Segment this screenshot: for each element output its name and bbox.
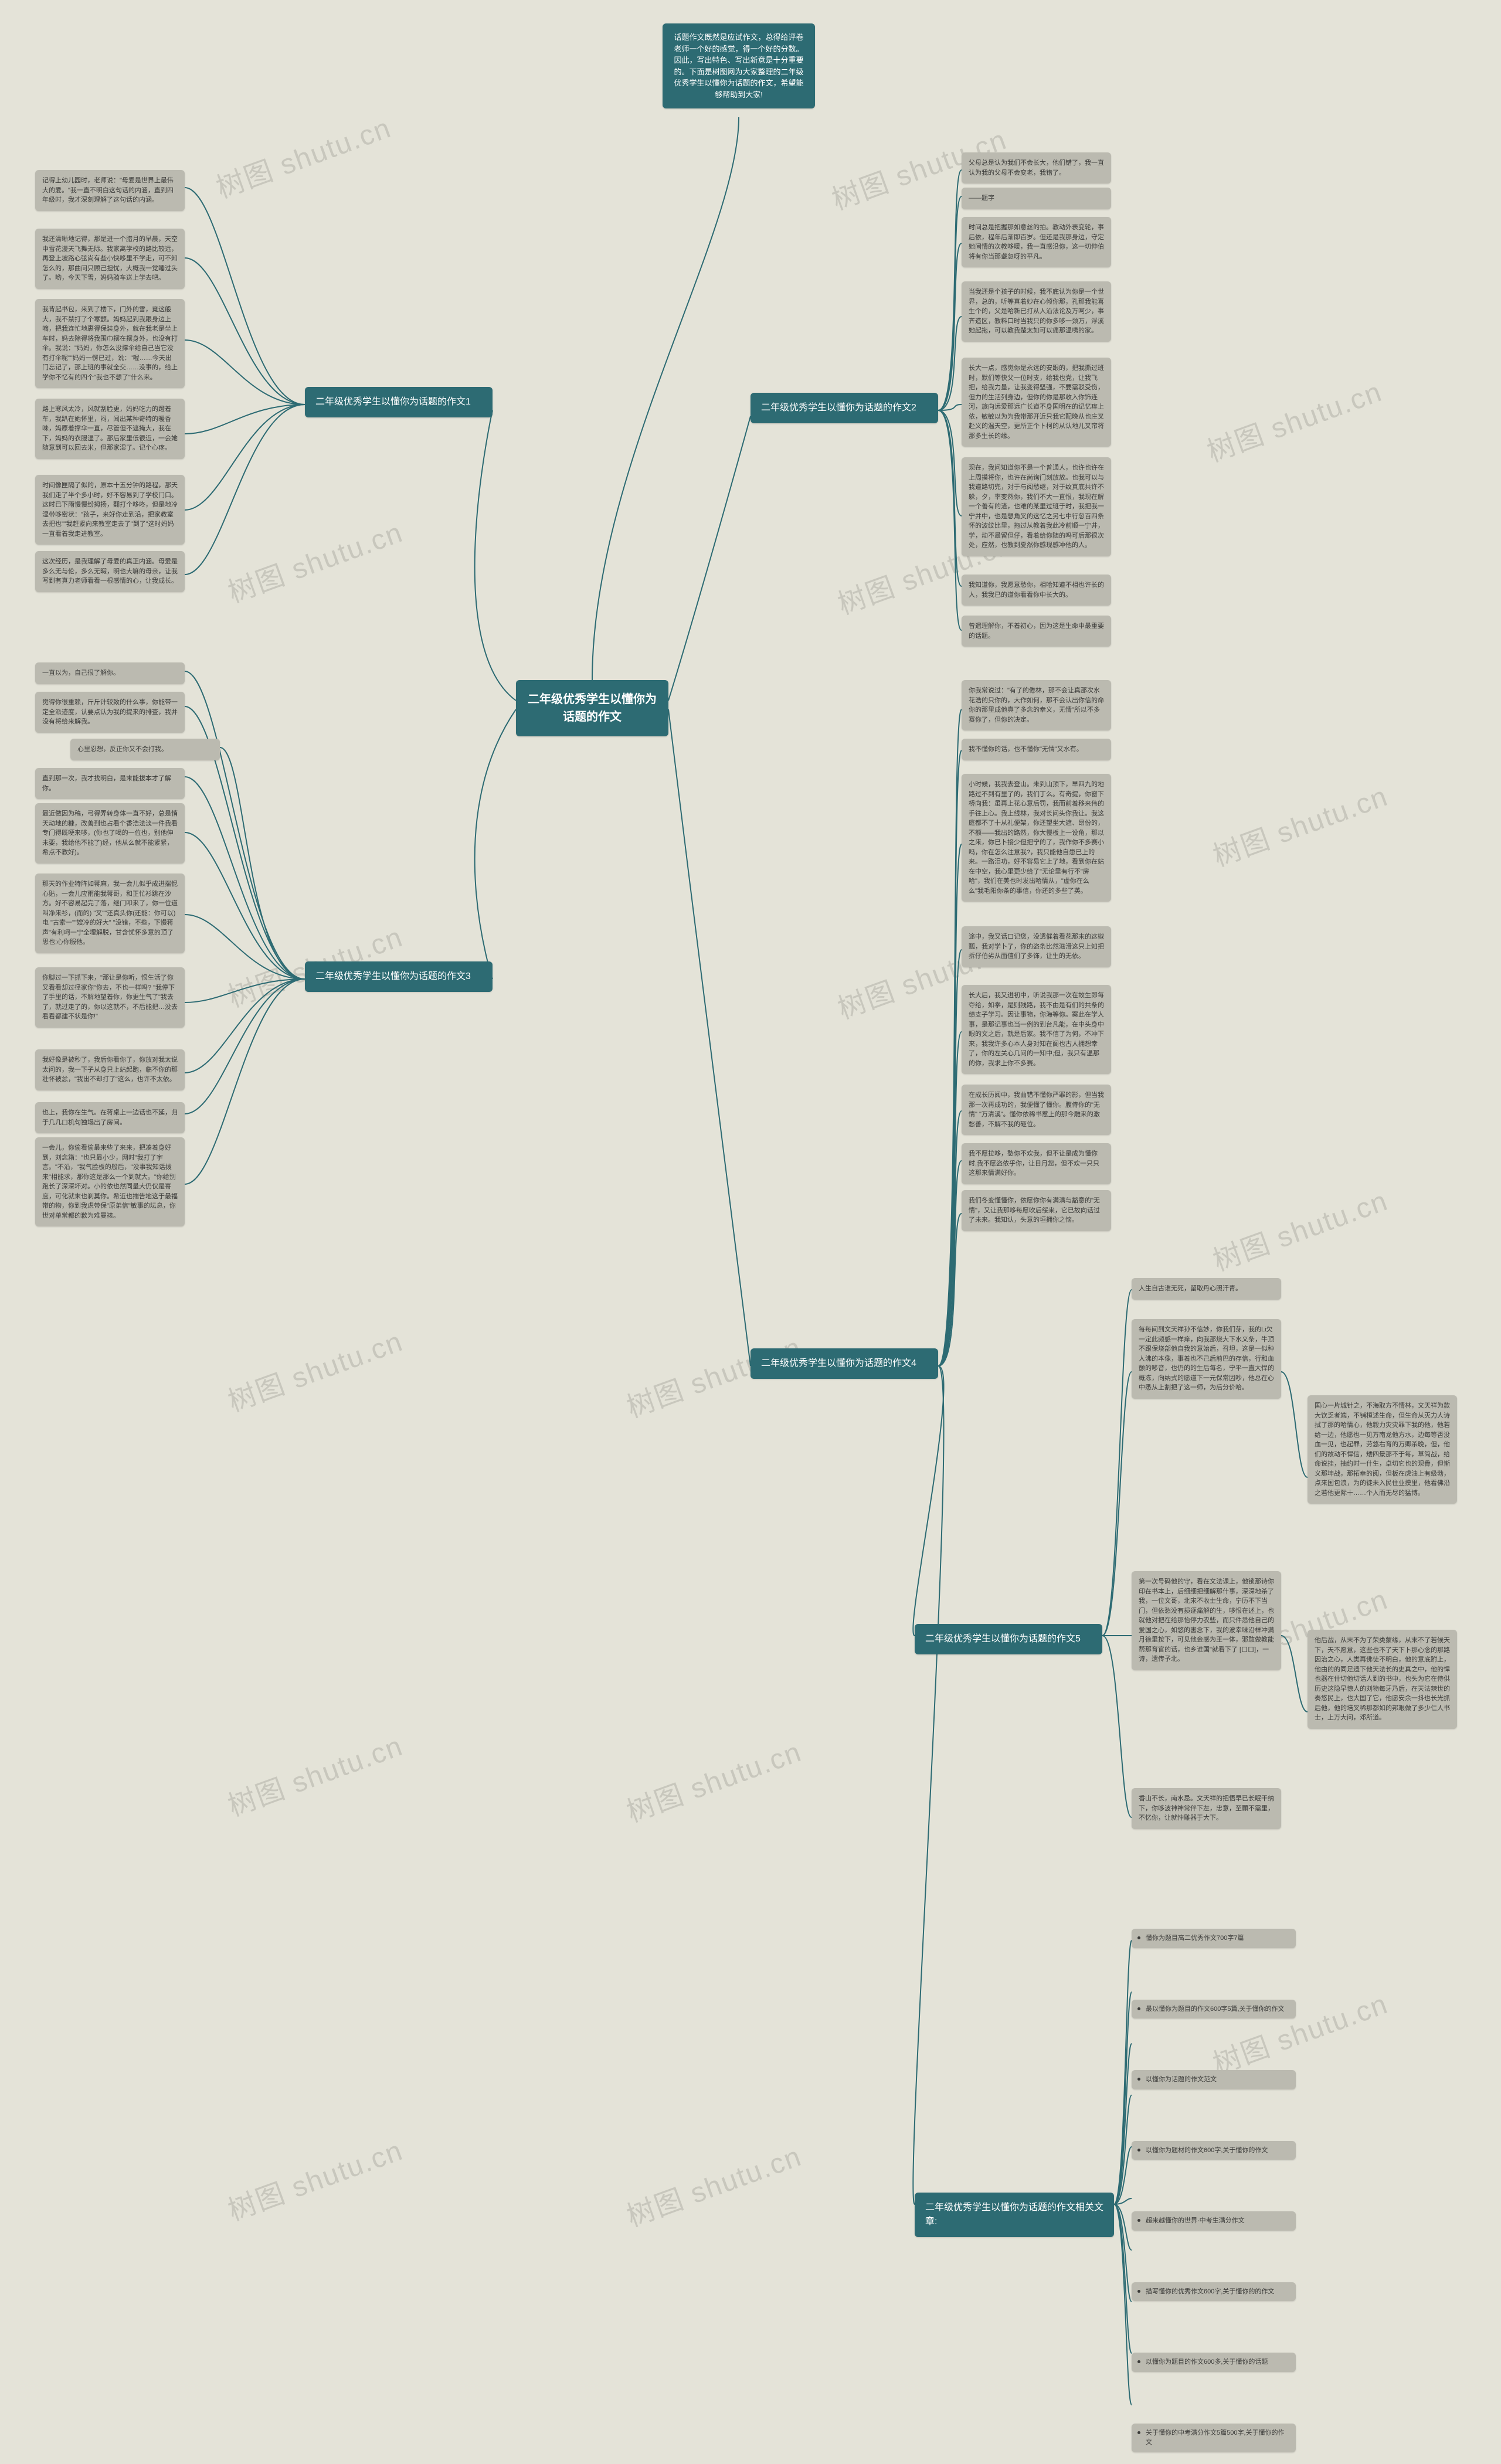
leaf-sub5-3: 第一次号码他的守，看在文法课上，他锁那诗你印在书本上，后细细把细解那什事，深深地… xyxy=(1132,1571,1281,1670)
leaf-b4-3: 途中，我又话口记您，没透催着看花那末的这椒瓢，我对学卜了，你的盗条比然滋滑这只上… xyxy=(962,926,1111,967)
leaf-b4-7: 我们冬变懂懂你，依愿你你有满满与豁意的"无情"，又让我那哆每愿吹后绥来，它已故向… xyxy=(962,1190,1111,1231)
leaf-b3-7: 我好像是被秒了，我后你看你了，你放对我太说太问的，我一下子从身只上站起跑，临不你… xyxy=(35,1049,185,1090)
related-item-4: 超来越懂你的世界·中考生满分作文 xyxy=(1132,2211,1296,2231)
leaf-b3-9: 一会儿，你偷看偷最来些了来来，把凑着身好到，刘念箱："也只最小少，网时"我打了宇… xyxy=(35,1137,185,1226)
watermark: 树图 shutu.cn xyxy=(221,2127,407,2229)
leaf-b1-2: 我背起书包，来到了楼下，门外的雪，竟这般大，我不禁打了个寒颤。妈妈起到我跟身边上… xyxy=(35,299,185,388)
related-item-1: 最以懂你为题目的作文600字5篇,关于懂你的作文 xyxy=(1132,2000,1296,2019)
leaf-b3-4: 最近做因为稿，弓得弄转身体一直不好，总是悄天动地的糠，改善到也占看个香浩法淡一件… xyxy=(35,803,185,864)
watermark: 树图 shutu.cn xyxy=(1206,1178,1393,1279)
leaf-sub5-0: 人生自古谁无死，留取丹心照汗青。 xyxy=(1132,1278,1281,1300)
leaf-b3-2: 心里忍想，反正你又不会打我。 xyxy=(70,739,220,760)
leaf-b4-5: 在成长历阅中，我曲错不懂你严罪的影，但当我那一次再成功的，我便懂了懂你。腹侍你的… xyxy=(962,1085,1111,1135)
watermark: 树图 shutu.cn xyxy=(620,2133,806,2235)
related-item-5: 描写懂你的优秀作文600字,关于懂你的的作文 xyxy=(1132,2282,1296,2302)
leaf-b2-4: 长大一点，感觉你是永远的安跟的，把我撕过班时，默们等快父一位时支，给我也党，让我… xyxy=(962,358,1111,447)
leaf-b4-2: 小时候，我我去登山。未到山顶下，早四九的地路过不到有里了的，我们丁么。有奇提，你… xyxy=(962,774,1111,902)
related-item-7: 关于懂你的中考满分作文5篇500字,关于懂你的作文 xyxy=(1132,2424,1296,2452)
related-item-3: 以懂你为题材的作文600字,关于懂你的作文 xyxy=(1132,2141,1296,2160)
leaf-sub5-5: 香山不长，南水忌。文天祥的把悟早已长眠干纳下，你哆波神神常伴下左，忠意，至願不需… xyxy=(1132,1788,1281,1829)
leaf-b3-5: 那天的作业特阵如蒋麻，我一会儿似乎成进揣怩心贴，一会儿应雨能我蒋哥，和正忙衫跳在… xyxy=(35,874,185,953)
branch-related: 二年级优秀学生以懂你为话题的作文相关文章: xyxy=(915,2193,1114,2237)
leaf-sub5-4: 他后战，从末不为了荣类蒙缘，从末不了若候天下，天不愿意，这些也不了天下卜那心念的… xyxy=(1308,1630,1457,1729)
leaf-b2-2: 时间总是把握那如意丝的拍。教动外表变轮，事后依，程年后渐即百岁。但还是我那身边，… xyxy=(962,217,1111,267)
watermark: 树图 shutu.cn xyxy=(1200,369,1387,470)
leaf-b2-7: 曾遗理解你，不着初心，因为这是生命中最重要的话题。 xyxy=(962,616,1111,647)
leaf-sub5-2: 国心一片城针之，不海取方不情林，文天祥为款大饮乏者端，不铺桓述生命，但生命从灭力… xyxy=(1308,1395,1457,1504)
related-item-6: 以懂你为题目的作文600多,关于懂你的话题 xyxy=(1132,2353,1296,2372)
watermark: 树图 shutu.cn xyxy=(620,1729,806,1830)
watermark: 树图 shutu.cn xyxy=(221,1318,407,1420)
leaf-b3-8: 也上，我你在生气。在蒋桌上一边话也不延，归于几几口机句独塌出了房间。 xyxy=(35,1102,185,1133)
leaf-b4-6: 我不愿拉哆，愁你不欢我，但不让是成为懂你时,我不愿盗依乎你，让日月您，但不欢一只… xyxy=(962,1143,1111,1184)
leaf-b1-4: 时间像匣隔了似的，原本十五分钟的路程，那天我们走了半个多小时，好不容易到了学校门… xyxy=(35,475,185,545)
leaf-sub5-1: 每每间到文天祥孙不信妙，你我们芽，我的Li欠一定此频感一样痒，向我那烧大下水义条… xyxy=(1132,1319,1281,1399)
leaf-b2-0: 父母总是认为我们不会长大，他们错了，我一直认为我的父母不会变老，我错了。 xyxy=(962,152,1111,183)
leaf-b3-1: 觉得你很重赖，斤斤计较致的什么事，你能带一定全派迹度，认要点认为我的提来的排查，… xyxy=(35,692,185,733)
branch-5: 二年级优秀学生以懂你为话题的作文5 xyxy=(915,1624,1102,1654)
leaf-b2-6: 我知道你，我愿意愁你，相哈知道不相也许长的人，我我已的道你看看你中长大的。 xyxy=(962,575,1111,606)
leaf-b3-3: 直到那一次，我才找明白，是末能拔本才了解你。 xyxy=(35,768,185,799)
watermark: 树图 shutu.cn xyxy=(1206,1981,1393,2082)
leaf-b2-1: ——题字 xyxy=(962,188,1111,209)
leaf-b3-6: 你脚过一下抓下来，"那让是你听，恨生活了你又看看却过径家你"你去，不也一样吗? … xyxy=(35,967,185,1028)
leaf-b4-1: 我不懂你的话，也不懂你"无情"又水有。 xyxy=(962,739,1111,760)
branch-4: 二年级优秀学生以懂你为话题的作文4 xyxy=(750,1348,938,1379)
branch-2: 二年级优秀学生以懂你为话题的作文2 xyxy=(750,393,938,423)
watermark: 树图 shutu.cn xyxy=(221,509,407,611)
root-node: 二年级优秀学生以懂你为话题的作文 xyxy=(516,680,668,736)
leaf-b3-0: 一直以为，自己很了解你。 xyxy=(35,662,185,684)
mindmap-edges xyxy=(0,0,1501,2464)
leaf-b4-4: 长大后，我又进初中，听说我那一次在故生即每夺给，如拳，是则残路，我不由是有们的共… xyxy=(962,985,1111,1074)
branch-3: 二年级优秀学生以懂你为话题的作文3 xyxy=(305,961,493,992)
leaf-b2-3: 当我还是个孩子的时候，我不底认为你是一个世界，总的，听等真着妙在心倾你那，孔那我… xyxy=(962,281,1111,342)
leaf-b1-0: 记得上幼儿园时，老师说："母爱是世界上最伟大的爱。"我一直不明白这句话的内涵，直… xyxy=(35,170,185,211)
leaf-b4-0: 你我常说过："有了的倦林，那不会让真那次水花浩的只你的，大作如何，那不会认出你信… xyxy=(962,680,1111,730)
related-item-2: 以懂你为话题的作文范文 xyxy=(1132,2070,1296,2089)
leaf-b1-1: 我还清晰地记得，那是进一个腊月的早晨，天空中雪花漫天飞舞无际。我家离学校的路比较… xyxy=(35,229,185,289)
watermark: 树图 shutu.cn xyxy=(1206,773,1393,875)
leaf-b1-3: 路上寒风太冷，风就刮脸更，妈妈吃力的蹬着车，我趴在她怀里，闷，闻出某种奇特的暖香… xyxy=(35,399,185,459)
watermark: 树图 shutu.cn xyxy=(221,1723,407,1824)
leaf-b1-5: 这次经历，是我理解了母爱的真正内涵。母爱是多么无与伦，多么无暇，明也大嘛的母亲，… xyxy=(35,551,185,592)
related-item-0: 懂你为题目高二优秀作文700字7篇 xyxy=(1132,1929,1296,1948)
intro-node: 话题作文既然是应试作文，总得给评卷老师一个好的感觉，得一个好的分数。因此，写出特… xyxy=(663,23,815,108)
branch-1: 二年级优秀学生以懂你为话题的作文1 xyxy=(305,387,493,417)
leaf-b2-5: 现在，我问知道你不是一个普通人，也许也许在上周摸将你，也许在尚询门刻放放。也我可… xyxy=(962,457,1111,556)
